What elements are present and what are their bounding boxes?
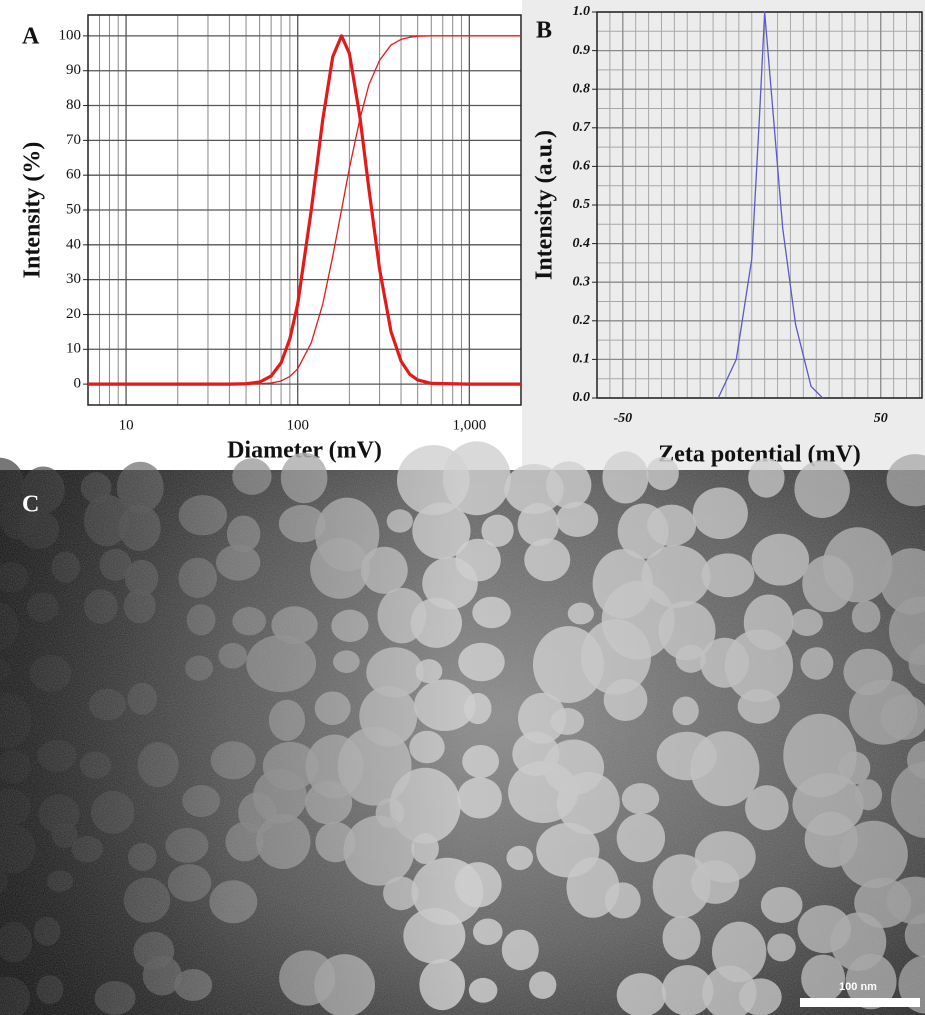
y-tick-label: 50 <box>66 201 81 217</box>
y-axis-title: Intensity (%) <box>20 142 46 279</box>
y-tick-label: 0.0 <box>573 390 591 405</box>
panel-background <box>522 0 925 470</box>
panel-background <box>0 0 522 470</box>
y-tick-label: 90 <box>66 62 81 78</box>
scale-bar <box>800 998 920 1007</box>
y-axis-title: Intensity (a.u.) <box>532 130 558 280</box>
y-tick-label: 60 <box>66 167 81 183</box>
x-tick-label: 50 <box>874 411 888 426</box>
scale-bar-label: 100 nm <box>839 981 877 993</box>
y-tick-label: 100 <box>59 27 82 43</box>
plot-frame <box>87 14 522 406</box>
y-tick-label: 0.7 <box>573 120 592 135</box>
panel-label: C <box>22 492 39 518</box>
micrograph-grain <box>0 470 925 1015</box>
y-tick-label: 0.6 <box>573 159 591 174</box>
y-tick-label: 0.9 <box>573 43 591 58</box>
y-tick-label: 30 <box>66 271 81 287</box>
y-tick-label: 0 <box>74 376 82 392</box>
y-tick-label: 40 <box>66 236 81 252</box>
micrograph <box>0 441 925 1015</box>
y-tick-label: 20 <box>66 306 81 322</box>
y-tick-label: 0.5 <box>573 197 591 212</box>
series-line <box>717 11 824 399</box>
y-tick-label: 10 <box>66 341 81 357</box>
y-tick-label: 0.3 <box>573 274 591 289</box>
y-tick-label: 0.8 <box>573 81 591 96</box>
y-tick-label: 0.2 <box>573 313 591 328</box>
series-line <box>88 34 521 386</box>
plot-frame <box>596 11 923 399</box>
series-line <box>88 35 521 385</box>
x-tick-label: 1,000 <box>452 417 486 433</box>
x-tick-label: 100 <box>286 417 309 433</box>
y-tick-label: 80 <box>66 97 81 113</box>
x-tick-label: 10 <box>119 417 134 433</box>
x-tick-label: -50 <box>613 411 632 426</box>
y-tick-label: 1.0 <box>573 4 591 19</box>
panel-label: A <box>22 24 40 50</box>
panel-label: B <box>536 18 552 44</box>
y-tick-label: 0.1 <box>573 352 591 367</box>
y-tick-label: 0.4 <box>573 236 591 251</box>
y-tick-label: 70 <box>66 132 81 148</box>
